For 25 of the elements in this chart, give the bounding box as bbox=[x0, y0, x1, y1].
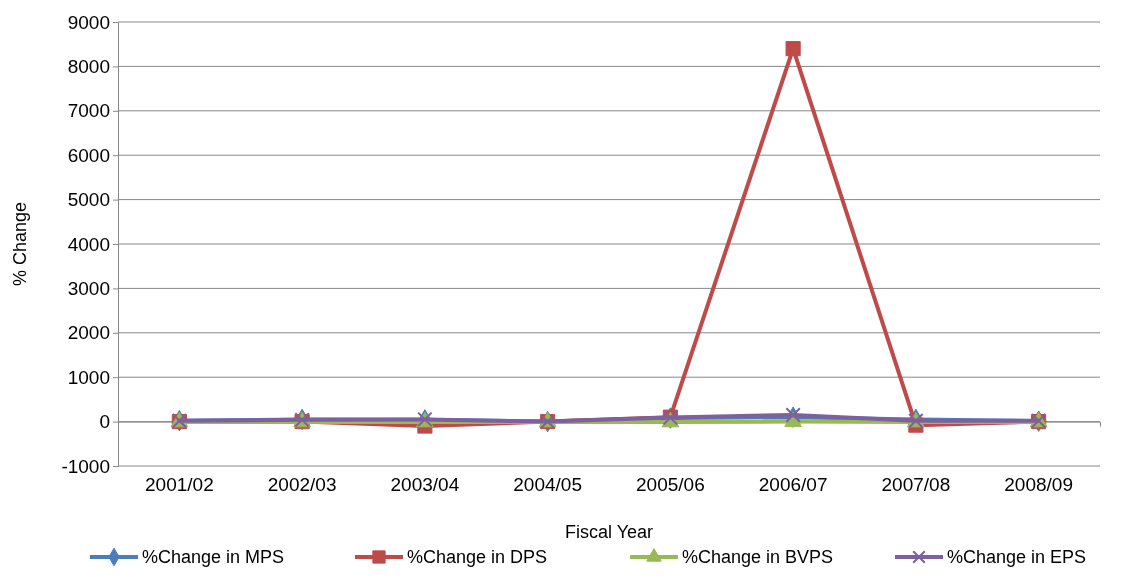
y-tick-label: 0 bbox=[99, 411, 110, 433]
y-tick-label: 4000 bbox=[67, 233, 110, 255]
x-tick-label: 2001/02 bbox=[145, 474, 214, 495]
legend-label: %Change in DPS bbox=[407, 547, 548, 567]
x-tick-label: 2007/08 bbox=[881, 474, 951, 495]
x-tick-label: 2006/07 bbox=[758, 474, 828, 495]
x-tick-label: 2008/09 bbox=[1004, 474, 1073, 495]
y-tick-label: 3000 bbox=[67, 277, 110, 299]
legend-label: %Change in BVPS bbox=[682, 547, 834, 567]
legend-label: %Change in EPS bbox=[947, 547, 1087, 567]
y-tick-label: 2000 bbox=[67, 322, 110, 344]
y-tick-label: 8000 bbox=[67, 55, 110, 77]
y-tick-label: 6000 bbox=[67, 144, 110, 166]
x-tick-label: 2003/04 bbox=[390, 474, 460, 495]
y-tick-label: 1000 bbox=[67, 366, 110, 388]
x-tick-label: 2004/05 bbox=[513, 474, 582, 495]
legend-label: %Change in MPS bbox=[142, 547, 285, 567]
x-tick-label: 2002/03 bbox=[267, 474, 337, 495]
y-tick-label: 7000 bbox=[67, 100, 110, 122]
y-tick-label: 9000 bbox=[67, 11, 110, 33]
x-axis-title: Fiscal Year bbox=[564, 522, 654, 542]
y-tick-label: 5000 bbox=[67, 189, 110, 211]
x-tick-label: 2005/06 bbox=[636, 474, 705, 495]
y-axis-title: % Change bbox=[10, 201, 30, 287]
y-tick-label: -1000 bbox=[61, 455, 110, 477]
